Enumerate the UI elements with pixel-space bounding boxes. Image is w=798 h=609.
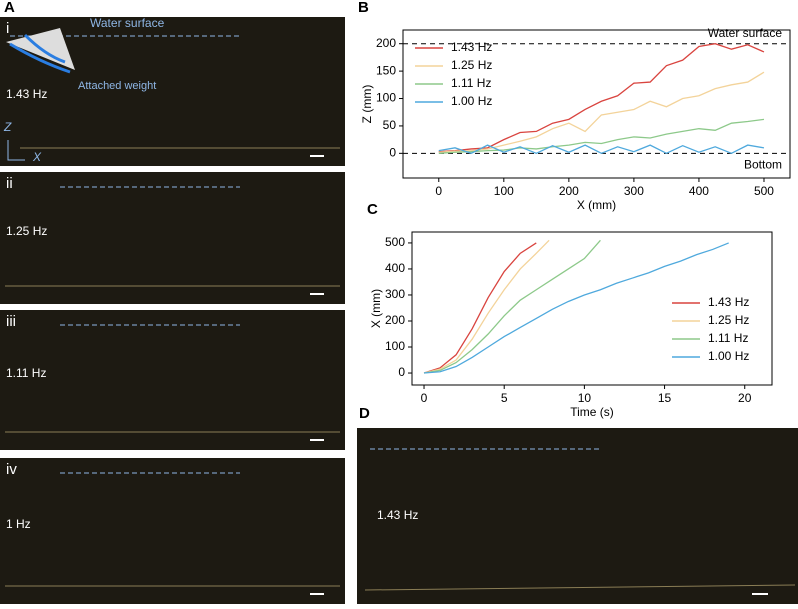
series-line: [438, 43, 765, 153]
photo-d: 1.43 Hz: [357, 428, 798, 604]
series-line: [438, 144, 765, 155]
x-tick-label: 300: [624, 184, 644, 198]
series-line: [423, 239, 601, 374]
label: X: [32, 150, 42, 164]
y-tick-label: 100: [385, 339, 405, 353]
legend-label: 1.43 Hz: [708, 295, 749, 309]
label: 1.43 Hz: [377, 508, 418, 522]
series-line: [423, 242, 537, 374]
x-tick-label: 10: [578, 391, 592, 405]
panel-letter: D: [359, 405, 370, 422]
x-tick-label: 5: [501, 391, 508, 405]
panel-letter: B: [358, 0, 369, 16]
floor: [364, 584, 796, 591]
series-line: [423, 242, 729, 374]
x-tick-label: 15: [658, 391, 672, 405]
legend-label: 1.00 Hz: [708, 349, 749, 363]
y-tick-label: 200: [385, 313, 405, 327]
x-tick-label: 500: [754, 184, 774, 198]
series-line: [438, 118, 765, 154]
y-tick-label: 500: [385, 235, 405, 249]
freq-label: 1.43 Hz: [6, 87, 47, 101]
row-label: i: [6, 20, 9, 37]
x-tick-label: 20: [738, 391, 752, 405]
label: Water surface: [90, 16, 165, 30]
legend-label: 1.43 Hz: [451, 40, 492, 54]
freq-label: 1.25 Hz: [6, 224, 47, 238]
x-tick-label: 400: [689, 184, 709, 198]
photo: [0, 172, 345, 304]
row-label: iii: [6, 313, 16, 330]
photos: i 1.43 Hz ii 1.25 Hz iii 1.11 Hz iv 1 Hz: [0, 20, 345, 604]
legend-label: 1.11 Hz: [708, 331, 748, 345]
x-tick-label: 0: [421, 391, 428, 405]
y-tick-label: 100: [376, 91, 396, 105]
inset-rays: [9, 33, 71, 74]
x-tick-label: 100: [494, 184, 514, 198]
panel-letter: A: [4, 0, 15, 16]
y-tick-label: 0: [398, 365, 405, 379]
series-line: [423, 239, 550, 374]
y-tick-label: 400: [385, 261, 405, 275]
label: Z: [3, 120, 12, 134]
freq-label: 1.11 Hz: [6, 366, 46, 380]
photo-i: Water surface Attached weight Z X: [0, 16, 345, 166]
row-label: ii: [6, 175, 13, 192]
row-label: iv: [6, 461, 17, 478]
reference-label: Bottom: [744, 158, 782, 172]
legend-label: 1.25 Hz: [451, 58, 492, 72]
photo: [357, 428, 798, 604]
x-tick-label: 0: [435, 184, 442, 198]
y-tick-label: 50: [383, 118, 397, 132]
y-tick-label: 200: [376, 36, 396, 50]
plot-frame: [411, 231, 773, 386]
photo: [0, 458, 345, 604]
y-tick-label: 150: [376, 63, 396, 77]
axes-icon: [7, 140, 25, 161]
legend-label: 1.25 Hz: [708, 313, 749, 327]
plot-frame: [402, 29, 791, 179]
y-axis-label: X (mm): [369, 289, 383, 328]
y-axis-label: Z (mm): [360, 85, 374, 124]
reference-label: Water surface: [708, 26, 783, 40]
x-axis-label: X (mm): [577, 198, 616, 212]
x-axis-label: Time (s): [570, 405, 614, 419]
y-tick-label: 300: [385, 287, 405, 301]
panel-letter: C: [367, 201, 378, 218]
legend-label: 1.00 Hz: [451, 94, 492, 108]
photo: [0, 310, 345, 450]
legend-label: 1.11 Hz: [451, 76, 491, 90]
y-tick-label: 0: [389, 146, 396, 160]
label: Attached weight: [78, 80, 156, 92]
x-tick-label: 200: [559, 184, 579, 198]
freq-label: 1 Hz: [6, 517, 31, 531]
